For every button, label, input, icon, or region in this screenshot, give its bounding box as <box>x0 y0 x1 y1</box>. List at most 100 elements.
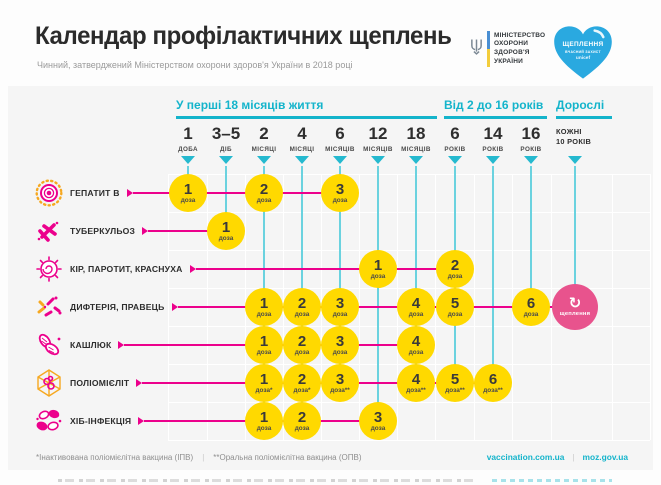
row-connector-line <box>178 306 575 308</box>
dose-circle: 5 доза <box>436 288 474 326</box>
dose-number: 4 <box>411 371 421 388</box>
trident-icon <box>470 38 483 60</box>
hepatitis-b-virus-icon <box>34 178 64 208</box>
column-header-unit: ДОБА <box>178 146 198 153</box>
dose-circle: 3 доза <box>321 326 359 364</box>
dose-sublabel: доза** <box>406 387 426 394</box>
column-timeline-line <box>339 166 341 383</box>
column-header-number: 12 <box>368 124 388 143</box>
column-header-line2: 10 РОКІВ <box>556 136 592 146</box>
dose-circle: 3 доза <box>321 174 359 212</box>
dose-number: 1 <box>259 409 269 426</box>
column-header-number: 3–5 <box>211 124 241 143</box>
flag-bar <box>487 31 490 67</box>
column-marker-triangle-icon <box>568 156 582 164</box>
dose-number: 1 <box>259 333 269 350</box>
column-header-unit: МІСЯЦІ <box>251 146 277 153</box>
grid-line <box>168 402 650 403</box>
dose-sublabel: доза <box>370 425 386 432</box>
dose-circle: 1 доза* <box>245 364 283 402</box>
grid-line <box>612 174 613 440</box>
dose-number: 1 <box>183 181 193 198</box>
dose-sublabel: доза <box>370 273 386 280</box>
dose-circle: 4 доза <box>397 326 435 364</box>
hib-bacteria-icon <box>34 406 64 436</box>
grid-line <box>168 212 650 213</box>
dose-sublabel: доза <box>332 197 348 204</box>
dose-sublabel: доза <box>294 425 310 432</box>
dose-sublabel: доза <box>294 349 310 356</box>
column-timeline-line <box>377 166 379 421</box>
timeline-group-header: Дорослі <box>556 98 612 119</box>
dose-number: 6 <box>488 371 498 388</box>
column-timeline-line <box>530 166 532 307</box>
row-arrow-icon <box>189 265 196 273</box>
dose-number: 2 <box>259 181 269 198</box>
dose-number: 1 <box>221 219 231 236</box>
row-connector-line <box>148 230 226 232</box>
column-header-number: 6 <box>450 124 460 143</box>
vaccine-name: КІР, ПАРОТИТ, КРАСНУХА <box>70 264 183 274</box>
dose-sublabel: доза <box>256 311 272 318</box>
column-header-unit: МІСЯЦІВ <box>325 146 355 153</box>
column-marker-triangle-icon <box>257 156 271 164</box>
dose-number: 1 <box>259 295 269 312</box>
dose-number: 2 <box>297 371 307 388</box>
column-marker-triangle-icon <box>448 156 462 164</box>
dose-circle: 2 доза* <box>283 364 321 402</box>
dose-circle: 2 доза <box>245 174 283 212</box>
heart-logo-tagline: ВЧАСНИЙ ЗАХИСТ <box>565 50 601 54</box>
measles-virus-icon <box>34 254 64 284</box>
column-header-unit: РОКІВ <box>482 146 504 153</box>
dose-sublabel: доза <box>256 349 272 356</box>
column-marker-triangle-icon <box>295 156 309 164</box>
footer-links: vaccination.com.ua | moz.gov.ua <box>487 452 628 462</box>
dose-sublabel: доза** <box>445 387 465 394</box>
pertussis-bacteria-icon <box>34 330 64 360</box>
dose-number: 2 <box>297 409 307 426</box>
dose-number: 4 <box>411 295 421 312</box>
dose-number: 3 <box>335 371 345 388</box>
dose-number: 3 <box>373 409 383 426</box>
dose-circle: 5 доза** <box>436 364 474 402</box>
dose-sublabel: доза* <box>293 387 311 394</box>
vaccine-row-label: ДИФТЕРІЯ, ПРАВЕЦЬ <box>34 292 178 322</box>
dose-circle: 4 доза <box>397 288 435 326</box>
dose-circle: 6 доза <box>512 288 550 326</box>
dose-sublabel: доза <box>180 197 196 204</box>
dose-sublabel: доза <box>256 425 272 432</box>
column-header-number: 14 <box>483 124 503 143</box>
vaccine-row-label: ГЕПАТИТ В <box>34 178 133 208</box>
timeline-group-header: У перші 18 місяців життя <box>176 98 437 119</box>
vaccine-name: ТУБЕРКУЛЬОЗ <box>70 226 136 236</box>
row-arrow-icon <box>142 227 149 235</box>
dose-sublabel: доза <box>218 235 234 242</box>
cropped-text-remnant <box>58 479 478 482</box>
heart-logo-title: ЩЕПЛЕННЯ <box>562 41 604 48</box>
column-header-unit: РОКІВ <box>444 146 466 153</box>
vaccine-name: ДИФТЕРІЯ, ПРАВЕЦЬ <box>70 302 165 312</box>
footer: *Інактивована поліомієлітна вакцина (ІПВ… <box>36 452 628 462</box>
grid-line <box>650 174 651 440</box>
chart-background-panel <box>8 86 653 470</box>
dose-sublabel: доза <box>408 349 424 356</box>
dose-sublabel: доза <box>447 273 463 280</box>
grid-line <box>168 174 650 175</box>
moz-site-link[interactable]: moz.gov.ua <box>582 452 628 462</box>
row-arrow-icon <box>136 379 143 387</box>
dose-sublabel: доза** <box>330 387 350 394</box>
dose-circle: 1 доза <box>245 326 283 364</box>
footnote-opv: **Оральна поліомієлітна вакцина (ОПВ) <box>213 452 362 462</box>
dose-circle: 2 доза <box>436 250 474 288</box>
dose-sublabel: доза <box>408 311 424 318</box>
vaccine-row-label: КІР, ПАРОТИТ, КРАСНУХА <box>34 254 196 284</box>
footnote-ipv: *Інактивована поліомієлітна вакцина (ІПВ… <box>36 452 194 462</box>
column-marker-triangle-icon <box>371 156 385 164</box>
column-header-number: 1 <box>183 124 193 143</box>
ministry-logo: МІНІСТЕРСТВО ОХОРОНИ ЗДОРОВ'Я УКРАЇНИ <box>470 31 545 67</box>
vaccination-site-link[interactable]: vaccination.com.ua <box>486 452 565 462</box>
column-header-number: 16 <box>521 124 541 143</box>
vaccine-name: ХІБ-ІНФЕКЦІЯ <box>70 416 132 426</box>
column-marker-triangle-icon <box>409 156 423 164</box>
row-arrow-icon <box>118 341 125 349</box>
